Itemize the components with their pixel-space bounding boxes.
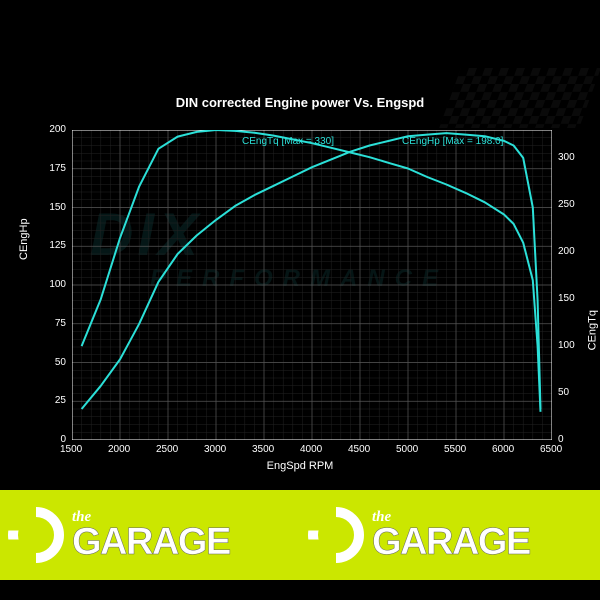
- y-right-tick: 0: [558, 434, 564, 445]
- y-left-tick: 175: [49, 163, 66, 174]
- y-right-tick: 300: [558, 152, 575, 163]
- x-tick: 1500: [60, 444, 82, 455]
- brand-right: the Garage: [372, 511, 530, 559]
- gear-icon: [306, 505, 366, 565]
- brand-word2: Garage: [72, 525, 230, 559]
- x-tick: 3500: [252, 444, 274, 455]
- x-tick: 4000: [300, 444, 322, 455]
- y-left-tick: 75: [55, 318, 66, 329]
- x-tick: 5500: [444, 444, 466, 455]
- plot-area: CEngTq [Max = 330] CEngHp [Max = 198.0]: [72, 130, 552, 440]
- y-right-tick: 250: [558, 199, 575, 210]
- y-right-label: CEngTq: [586, 310, 598, 350]
- x-label: EngSpd RPM: [0, 460, 600, 472]
- y-right-tick: 150: [558, 293, 575, 304]
- x-tick: 3000: [204, 444, 226, 455]
- root: DIN corrected Engine power Vs. Engspd DI…: [0, 0, 600, 600]
- y-left-label: CEngHp: [18, 218, 30, 260]
- x-tick: 2000: [108, 444, 130, 455]
- y-left-tick: 50: [55, 357, 66, 368]
- y-left-tick: 200: [49, 124, 66, 135]
- y-right-tick: 50: [558, 387, 569, 398]
- chart-annotation: CEngTq [Max = 330]: [242, 136, 334, 147]
- gear-icon: [6, 505, 66, 565]
- logo-left: the Garage: [0, 490, 300, 580]
- footer-banner: the Garage the Garage: [0, 490, 600, 580]
- logo-right: the Garage: [300, 490, 600, 580]
- brand-left: the Garage: [72, 511, 230, 559]
- chart-title: DIN corrected Engine power Vs. Engspd: [0, 95, 600, 110]
- brand-word2: Garage: [372, 525, 530, 559]
- x-tick: 4500: [348, 444, 370, 455]
- x-tick: 5000: [396, 444, 418, 455]
- x-tick: 6000: [492, 444, 514, 455]
- y-left-tick: 125: [49, 240, 66, 251]
- y-right-tick: 100: [558, 340, 575, 351]
- chart-annotation: CEngHp [Max = 198.0]: [402, 136, 503, 147]
- x-tick: 6500: [540, 444, 562, 455]
- y-left-tick: 25: [55, 395, 66, 406]
- plot-svg: [72, 130, 552, 440]
- y-right-tick: 200: [558, 246, 575, 257]
- x-tick: 2500: [156, 444, 178, 455]
- y-left-tick: 0: [60, 434, 66, 445]
- y-left-tick: 150: [49, 202, 66, 213]
- y-left-tick: 100: [49, 279, 66, 290]
